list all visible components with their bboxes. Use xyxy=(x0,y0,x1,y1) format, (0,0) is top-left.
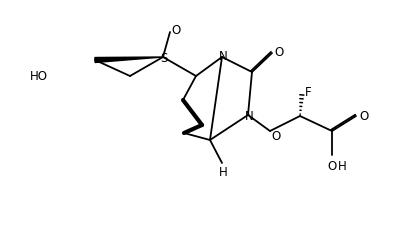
Polygon shape xyxy=(95,57,163,63)
Text: N: N xyxy=(245,111,253,123)
Text: HO: HO xyxy=(30,69,48,82)
Text: H: H xyxy=(338,160,347,172)
Text: F: F xyxy=(305,85,311,98)
Text: N: N xyxy=(219,49,228,63)
Text: O: O xyxy=(359,109,369,123)
Text: H: H xyxy=(219,166,228,178)
Text: O: O xyxy=(171,25,181,38)
Text: O: O xyxy=(275,46,284,60)
Text: O: O xyxy=(271,130,281,142)
Text: O: O xyxy=(327,160,337,172)
Text: S: S xyxy=(160,52,168,65)
